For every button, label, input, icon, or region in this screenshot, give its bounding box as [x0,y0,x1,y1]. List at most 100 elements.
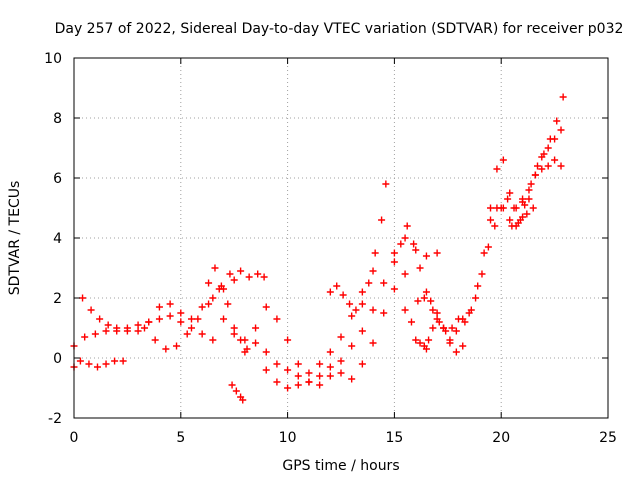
data-point [198,330,206,338]
data-point [403,222,411,230]
data-point [177,318,185,326]
data-point [155,315,163,323]
axis-ticks: 0 5 10 15 20 25 -2 0 2 4 6 8 10 [44,51,617,446]
data-point [284,384,292,392]
data-point [230,324,238,332]
data-point [446,339,454,347]
data-point [305,378,313,386]
data-point [358,300,366,308]
data-point [523,210,531,218]
x-tick-label: 5 [176,430,185,446]
series-track-9 [262,285,430,392]
data-point [337,369,345,377]
data-point [162,345,170,353]
data-point [382,180,390,188]
data-point [401,270,409,278]
data-point [145,318,153,326]
data-point [348,312,356,320]
data-point [230,276,238,284]
data-point [339,291,347,299]
data-point [79,294,87,302]
data-point [429,306,437,314]
data-point [209,336,217,344]
data-point [198,303,206,311]
data-point [273,315,281,323]
data-point [358,327,366,335]
data-point [378,216,386,224]
data-point [96,315,104,323]
data-point [369,267,377,275]
data-point [173,342,181,350]
y-tick-label: 6 [53,171,62,187]
y-tick-label: 4 [53,231,62,247]
chart-title: Day 257 of 2022, Sidereal Day-to-day VTE… [55,21,624,37]
data-point [224,300,232,308]
data-point [294,360,302,368]
data-point [493,165,501,173]
data-point [459,342,467,350]
data-point [237,267,245,275]
data-point [553,117,561,125]
data-point [422,288,430,296]
series-track-16 [519,156,565,203]
data-point [380,309,388,317]
data-point [348,342,356,350]
data-point [226,270,234,278]
data-point [187,315,195,323]
data-point [521,201,529,209]
x-tick-label: 0 [70,430,79,446]
data-point [369,339,377,347]
x-axis-label: GPS time / hours [282,458,399,474]
data-point [525,186,533,194]
data-point [407,318,415,326]
data-point [305,369,313,377]
data-point [452,327,460,335]
data-point [506,189,514,197]
data-point [166,312,174,320]
data-point [540,150,548,158]
grid-lines [74,58,608,418]
data-point [262,366,270,374]
data-point [369,306,377,314]
data-point [472,294,480,302]
data-point [371,249,379,257]
x-tick-label: 10 [279,430,297,446]
data-point [81,333,89,341]
data-point [358,360,366,368]
data-point [559,93,567,101]
series-track-10 [326,180,390,314]
y-tick-label: 8 [53,111,62,127]
data-point [358,288,366,296]
data-point [352,306,360,314]
data-point [333,282,341,290]
data-point [514,219,522,227]
data-point [241,336,249,344]
x-tick-label: 15 [385,430,403,446]
data-point [134,327,142,335]
data-point [316,360,324,368]
y-tick-label: 2 [53,291,62,307]
data-point [151,336,159,344]
data-point [544,144,552,152]
data-point [316,381,324,389]
series-track-1 [70,357,127,371]
data-point [422,252,430,260]
data-point [427,297,435,305]
data-point [420,342,428,350]
y-axis-label: SDTVAR / TECUs [7,181,23,296]
data-point [390,258,398,266]
data-point [205,279,213,287]
data-point [412,246,420,254]
data-point [551,156,559,164]
data-point [544,162,552,170]
data-point [252,324,260,332]
x-tick-label: 20 [492,430,510,446]
data-point [487,204,495,212]
data-point [134,321,142,329]
data-point [102,360,110,368]
series-track-6 [228,381,247,404]
data-point [91,330,99,338]
y-tick-label: 0 [53,351,62,367]
data-point [230,330,238,338]
